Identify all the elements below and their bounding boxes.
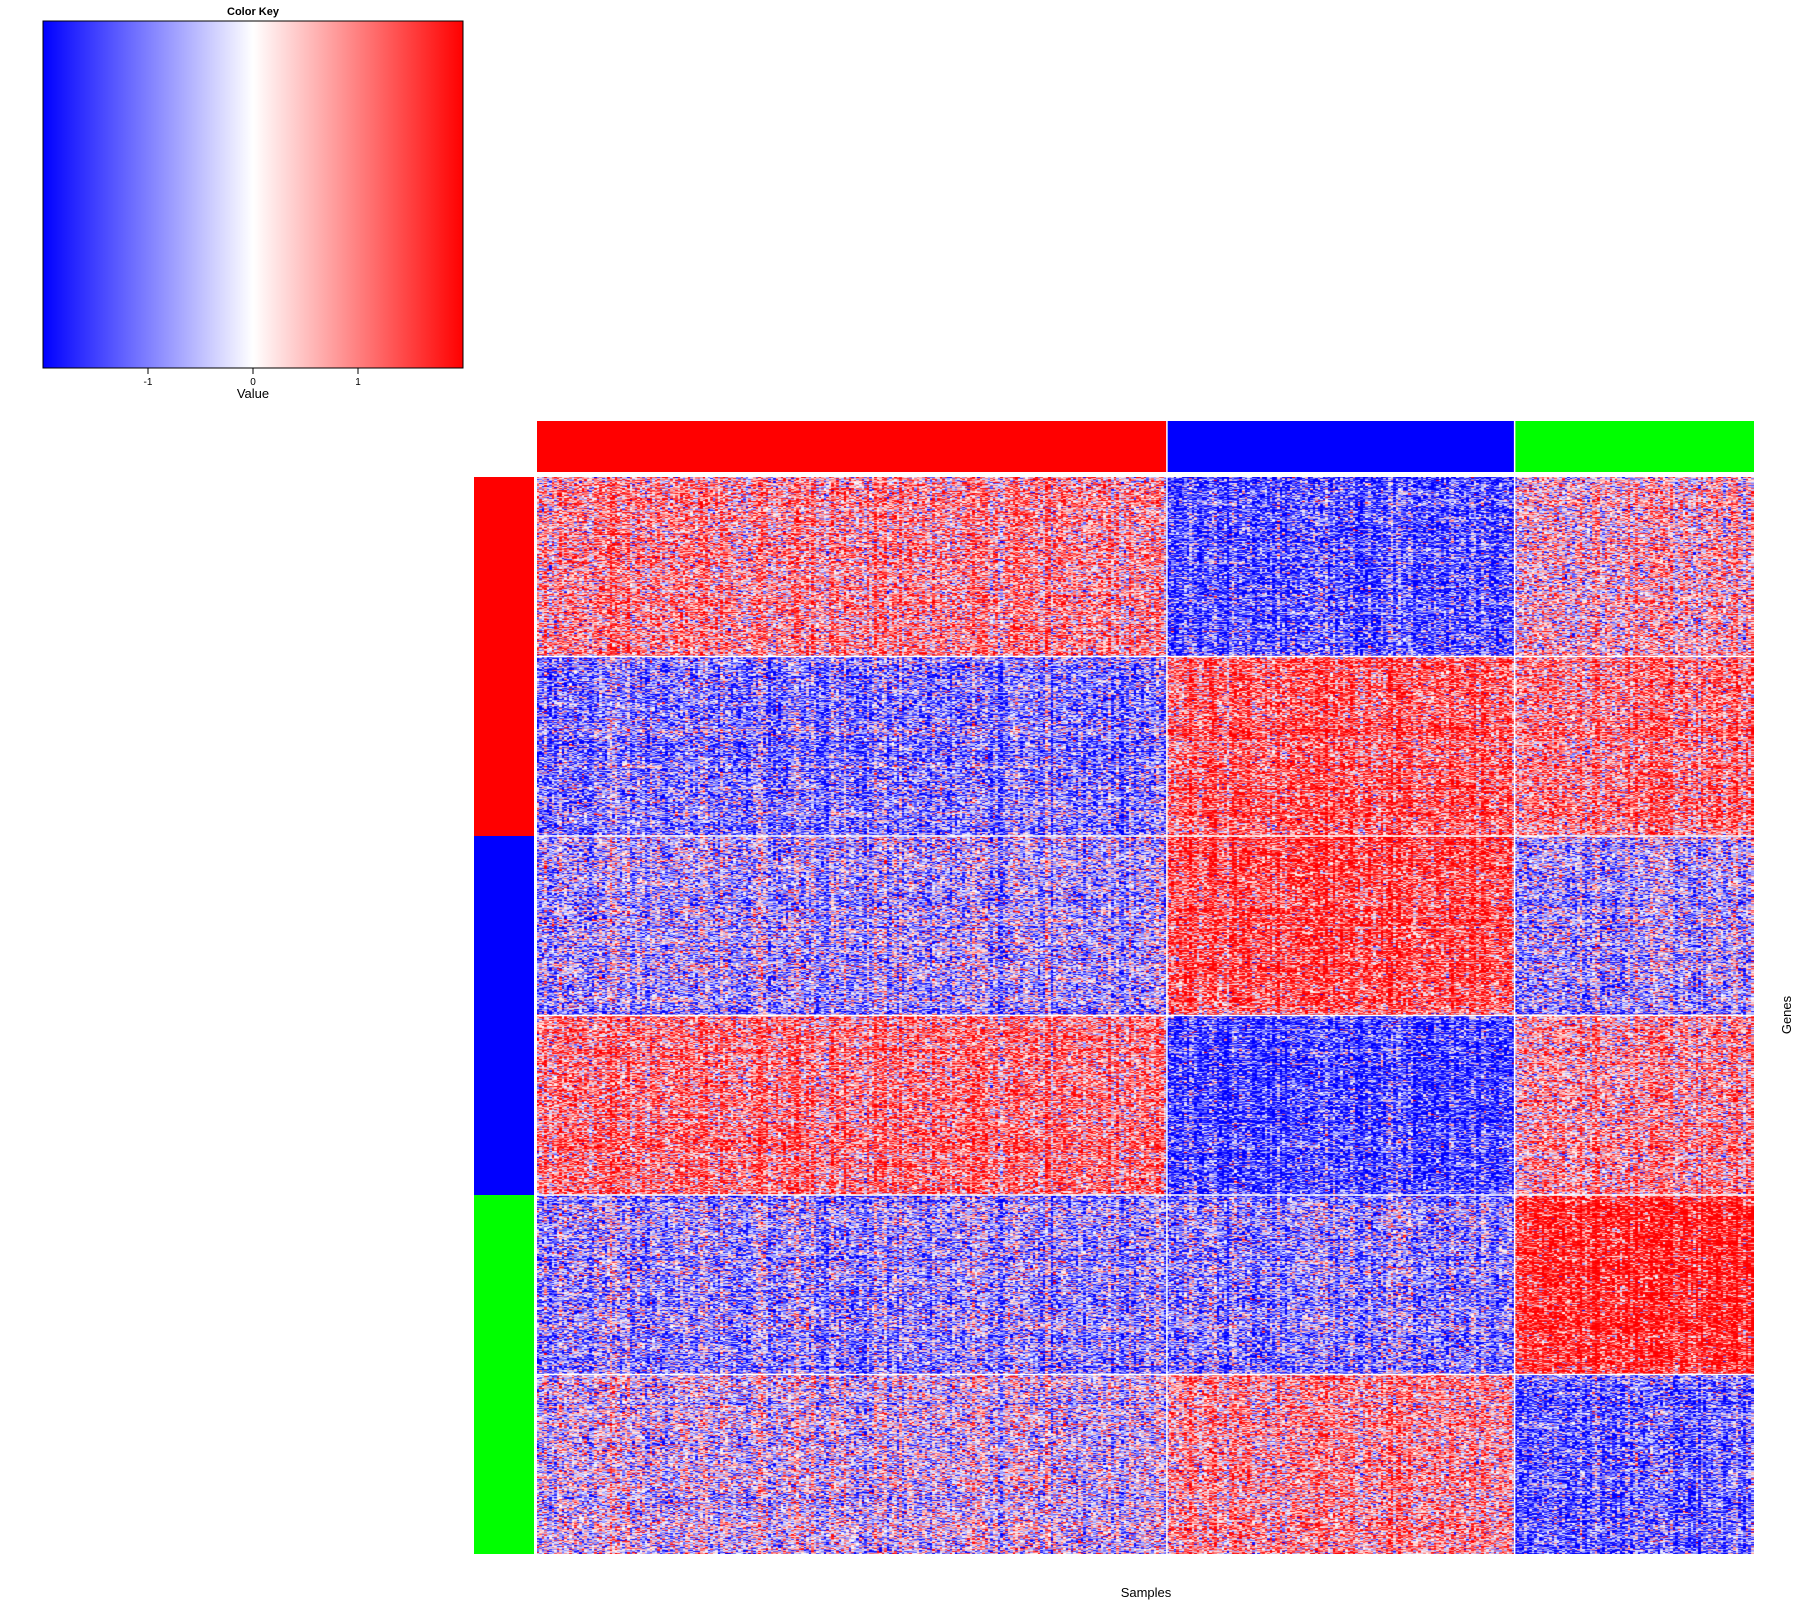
color-key: Color Key -1 0 1 Value [42,6,464,401]
column-color-bar-group-1 [537,421,1167,472]
column-color-bar-group-3 [1514,421,1754,472]
color-key-gradient [42,20,464,369]
block-separators [537,421,1754,1554]
color-key-tick-label: -1 [144,377,153,388]
color-key-title: Color Key [227,6,280,18]
row-color-bar-group-1 [474,477,534,836]
y-axis-label: Genes [1779,995,1794,1034]
row-side-colors [474,477,534,1554]
row-color-bar-group-3 [474,1195,534,1554]
color-key-tick-label: 1 [355,377,361,388]
column-color-bar-group-2 [1166,421,1515,472]
color-key-ticks: -1 0 1 [144,368,361,388]
color-key-xlabel: Value [237,386,269,401]
column-side-colors [537,421,1754,472]
x-axis-label: Samples [1121,1585,1172,1600]
color-key-tick-label: 0 [250,377,256,388]
row-color-bar-group-2 [474,836,534,1195]
